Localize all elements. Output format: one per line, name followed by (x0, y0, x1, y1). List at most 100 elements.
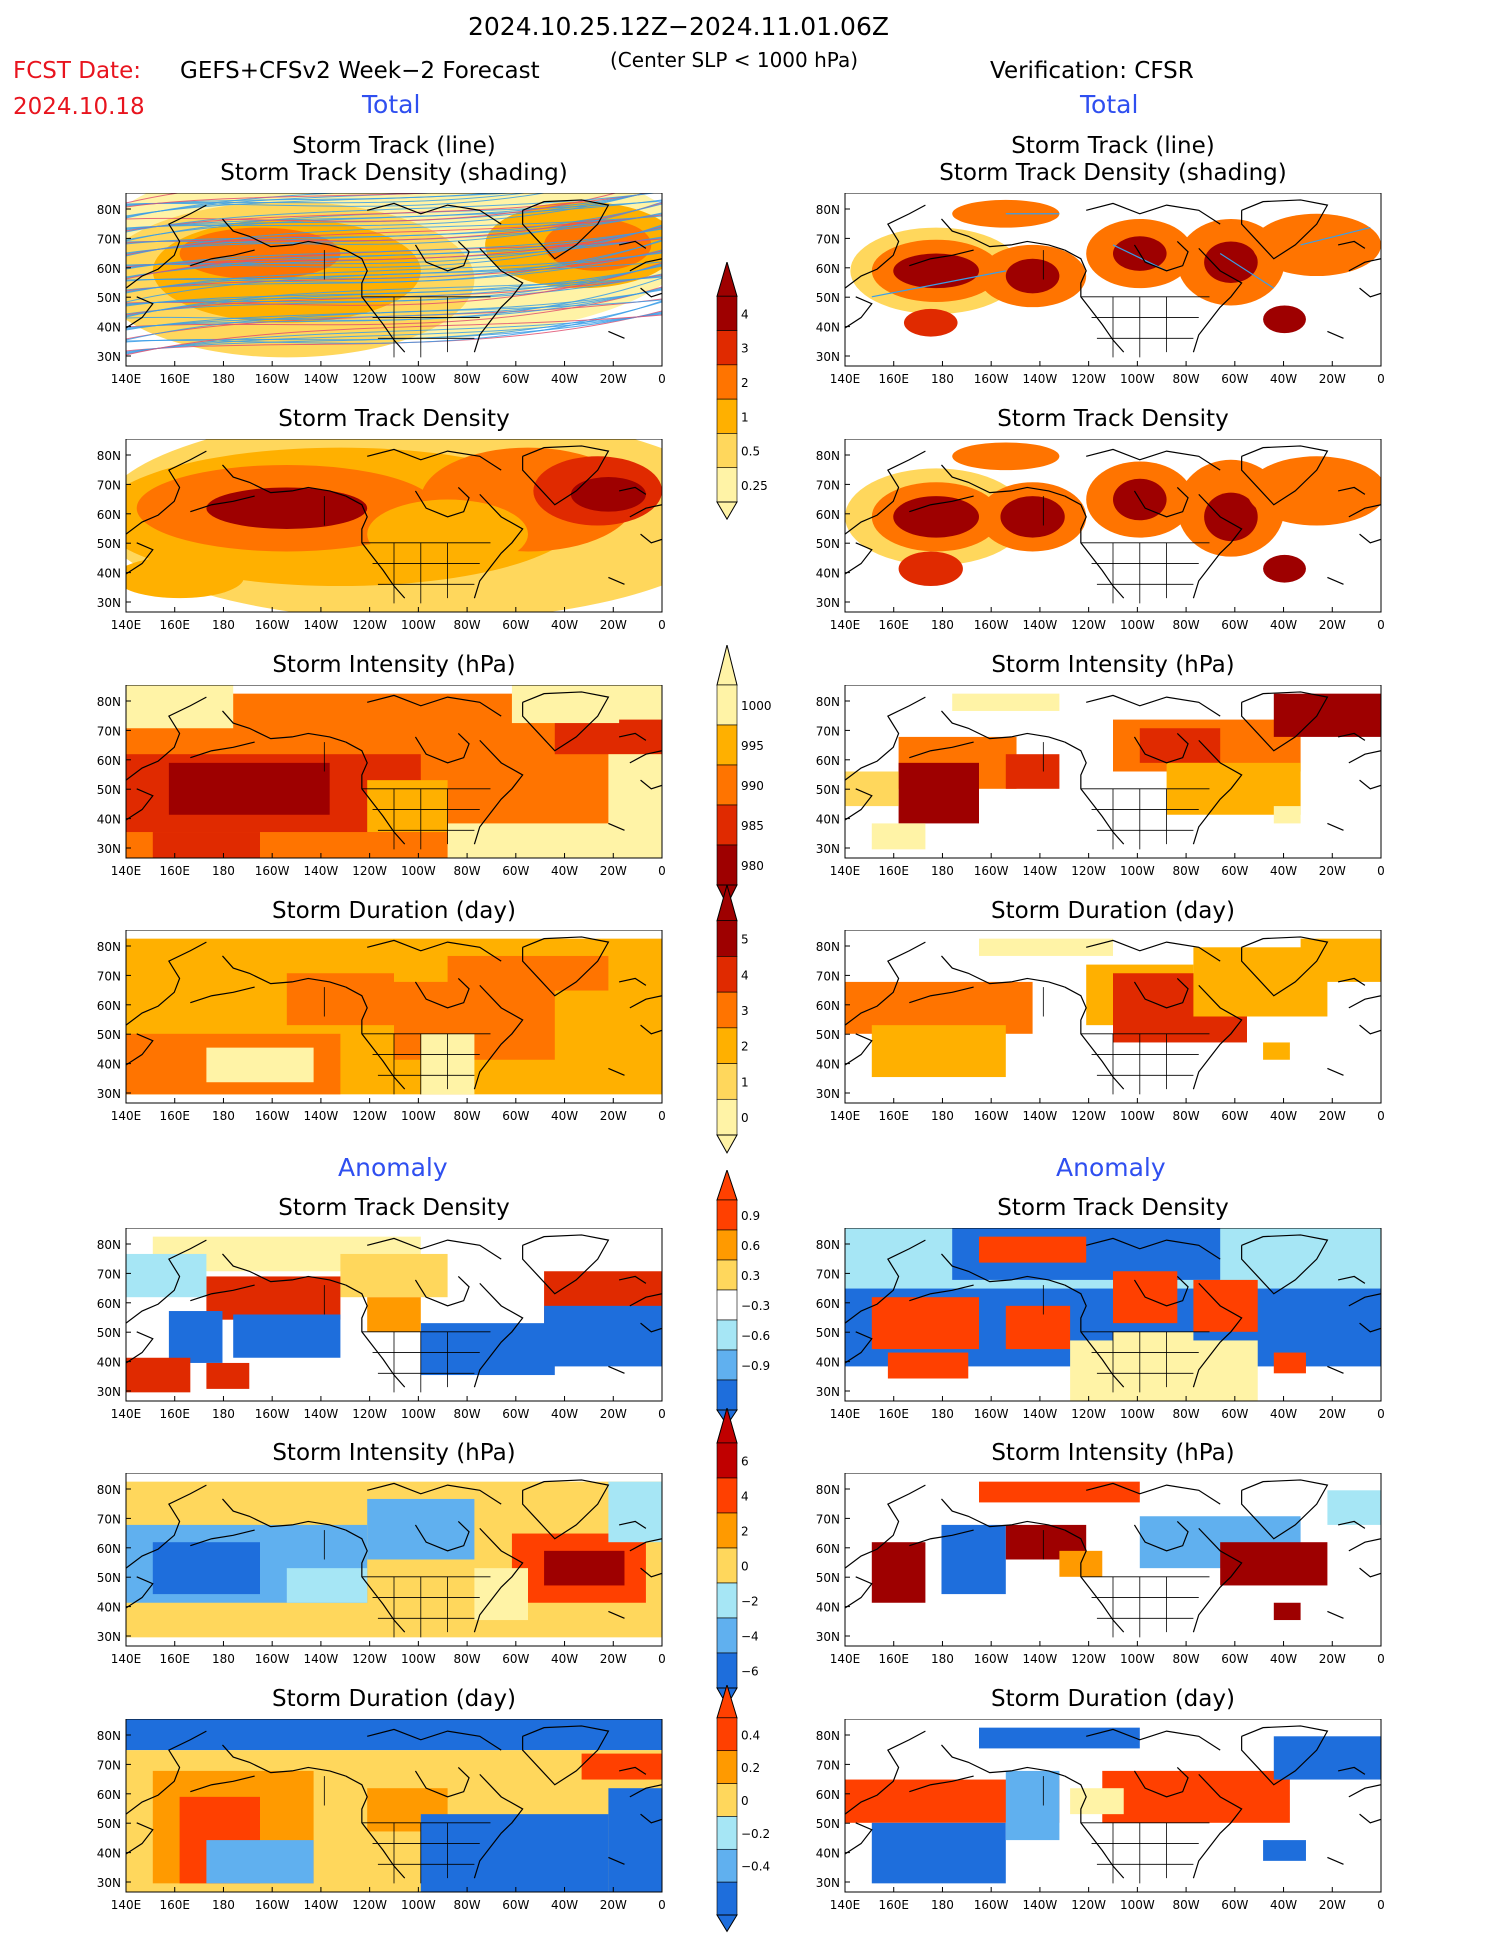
lon-label: 140E (830, 864, 861, 878)
lon-label: 160E (159, 1652, 190, 1666)
lon-label: 140E (830, 1407, 861, 1421)
lon-label: 60W (1221, 864, 1248, 878)
lat-label: 40N (97, 1356, 121, 1370)
forecast-track-line: 80N 70N 60N 50N 40N 30N 140E 160E 180 160W 140W 120… (84, 192, 672, 394)
lon-label: 40W (551, 372, 578, 386)
lon-label: 140E (111, 1652, 142, 1666)
lon-label: 160E (159, 618, 190, 632)
lat-label: 30N (816, 1385, 840, 1399)
lat-label: 40N (816, 1601, 840, 1615)
colorbar-label: 990 (741, 779, 764, 793)
lon-label: 140E (830, 1898, 861, 1912)
anomaly-intensity-fc-svg: 80N 70N 60N 50N 40N 30N 140E 160E 180 160W 140W 120… (97, 1472, 666, 1666)
lon-label: 100W (1120, 1652, 1155, 1666)
title-anom-density-left: Storm Track Density (278, 1195, 510, 1221)
lon-label: 20W (1319, 1652, 1346, 1666)
lon-label: 20W (600, 618, 627, 632)
lon-label: 80W (454, 1407, 481, 1421)
forecast-duration: 80N 70N 60N 50N 40N 30N 140E 160E 180 160W 140W 120… (84, 929, 672, 1131)
lon-label: 40W (1270, 1407, 1297, 1421)
lat-label: 60N (816, 508, 840, 522)
colorbar-label: 4 (741, 1490, 749, 1504)
lon-label: 180 (212, 1407, 235, 1421)
lon-label: 60W (1221, 1407, 1248, 1421)
lon-label: 160W (255, 864, 290, 878)
lon-label: 100W (401, 1109, 436, 1123)
lon-label: 0 (1377, 1407, 1385, 1421)
lat-label: 40N (816, 1847, 840, 1861)
lon-label: 0 (658, 1898, 666, 1912)
colorbar-label: 2 (741, 376, 749, 390)
lon-label: 40W (1270, 1652, 1297, 1666)
title-anom-duration-right: Storm Duration (day) (991, 1686, 1235, 1712)
lat-label: 70N (816, 724, 840, 738)
lon-label: 60W (502, 1109, 529, 1123)
colorbar-label: −0.4 (741, 1860, 770, 1874)
lon-label: 100W (401, 372, 436, 386)
section-anomaly-left: Anomaly (338, 1153, 448, 1182)
verif-density-svg: 80N 70N 60N 50N 40N 30N 140E 160E 180 160W 140W 120… (816, 438, 1385, 632)
colorbar-label: −0.6 (741, 1329, 770, 1343)
lon-label: 160E (159, 1407, 190, 1421)
lon-label: 160E (878, 372, 909, 386)
lat-label: 50N (97, 291, 121, 305)
colorbar-label: 0.6 (741, 1239, 760, 1253)
lon-label: 100W (1120, 1407, 1155, 1421)
lon-label: 0 (1377, 372, 1385, 386)
lat-label: 60N (816, 1297, 840, 1311)
verif-track-line: 80N 70N 60N 50N 40N 30N 140E 160E 180 160W 140W 120… (803, 192, 1391, 394)
lat-label: 70N (816, 478, 840, 492)
title-intensity-right: Storm Intensity (hPa) (991, 652, 1235, 678)
lon-label: 140E (830, 372, 861, 386)
slp-note: (Center SLP < 1000 hPa) (610, 48, 858, 72)
lon-label: 60W (502, 1407, 529, 1421)
colorbar-label: 0.25 (741, 479, 768, 493)
fcst-date-label: FCST Date: (13, 58, 141, 84)
title-track-line-left: Storm Track (line) (292, 133, 496, 159)
lon-label: 20W (1319, 1407, 1346, 1421)
colorbar-label: 6 (741, 1455, 749, 1469)
lon-label: 40W (1270, 618, 1297, 632)
lat-label: 30N (97, 1087, 121, 1101)
lat-label: 40N (816, 1356, 840, 1370)
verif-anom-intensity: 80N 70N 60N 50N 40N 30N 140E 160E 180 160W 140W 120… (803, 1472, 1391, 1674)
lon-label: 0 (658, 1109, 666, 1123)
lon-label: 60W (502, 864, 529, 878)
verif-intensity-svg: 80N 70N 60N 50N 40N 30N 140E 160E 180 160W 140W 120… (816, 684, 1385, 878)
lat-label: 40N (97, 813, 121, 827)
lon-label: 60W (502, 1652, 529, 1666)
lat-label: 80N (97, 203, 121, 217)
forecast-duration-svg: 80N 70N 60N 50N 40N 30N 140E 160E 180 160W 140W 120… (97, 929, 666, 1123)
lat-label: 80N (816, 1238, 840, 1252)
lat-label: 80N (97, 940, 121, 954)
title-duration-left: Storm Duration (day) (272, 898, 516, 924)
verif-anom-density: 80N 70N 60N 50N 40N 30N 140E 160E 180 160W 140W 120… (803, 1227, 1391, 1429)
lon-label: 140W (304, 1652, 339, 1666)
lon-label: 40W (1270, 1109, 1297, 1123)
lat-label: 80N (97, 1729, 121, 1743)
title-intensity-left: Storm Intensity (hPa) (272, 652, 516, 678)
section-anomaly-right: Anomaly (1056, 1153, 1166, 1182)
lon-label: 20W (600, 1407, 627, 1421)
lon-label: 100W (1120, 618, 1155, 632)
lon-label: 100W (401, 1898, 436, 1912)
lon-label: 80W (1173, 864, 1200, 878)
lon-label: 160E (878, 1407, 909, 1421)
lon-label: 80W (1173, 618, 1200, 632)
lon-label: 40W (1270, 372, 1297, 386)
lon-label: 160E (878, 864, 909, 878)
lon-label: 60W (1221, 1109, 1248, 1123)
lat-label: 30N (816, 842, 840, 856)
lon-label: 0 (658, 1652, 666, 1666)
lon-label: 160E (159, 372, 190, 386)
lon-label: 140E (111, 618, 142, 632)
lat-label: 80N (97, 695, 121, 709)
lat-label: 80N (97, 1483, 121, 1497)
title-anom-intensity-right: Storm Intensity (hPa) (991, 1440, 1235, 1466)
lon-label: 20W (600, 864, 627, 878)
lat-label: 60N (816, 754, 840, 768)
title-anom-density-right: Storm Track Density (997, 1195, 1229, 1221)
lon-label: 80W (454, 1109, 481, 1123)
verif-anom-duration-svg: 80N 70N 60N 50N 40N 30N 140E 160E 180 160W 140W 120… (816, 1718, 1385, 1912)
lon-label: 40W (551, 618, 578, 632)
